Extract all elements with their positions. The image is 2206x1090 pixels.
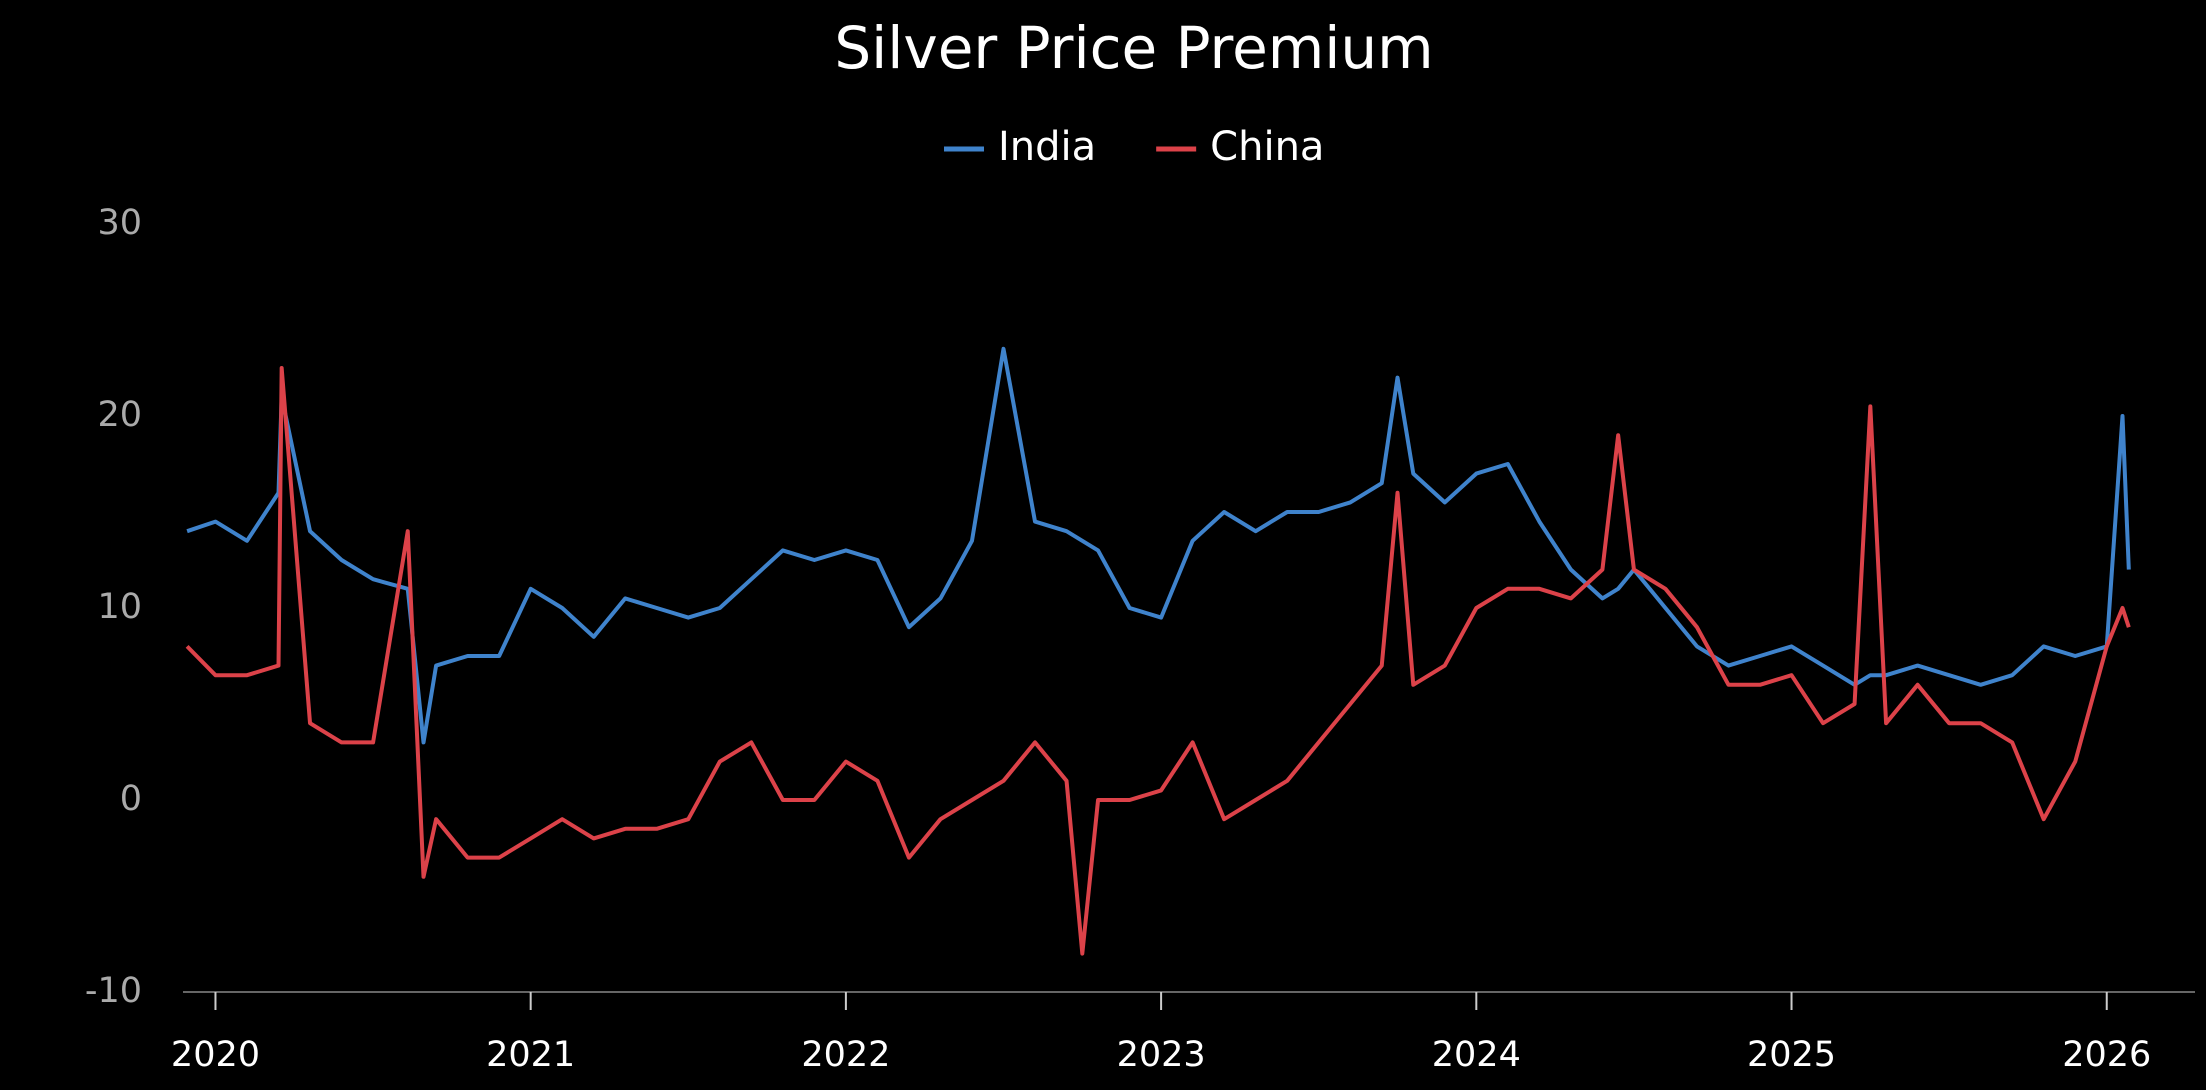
x-tick-label: 2026	[2062, 1035, 2151, 1075]
x-tick-label: 2025	[1747, 1035, 1836, 1075]
series-line	[186, 346, 2131, 745]
y-tick-label: 10	[97, 587, 142, 627]
y-tick-label: -10	[85, 971, 142, 1011]
legend-label: China	[1210, 124, 1324, 170]
x-tick-label: 2020	[171, 1035, 260, 1075]
x-tick-label: 2022	[801, 1035, 890, 1075]
x-tick-label: 2021	[486, 1035, 575, 1075]
y-tick-label: 30	[97, 203, 142, 243]
y-tick-label: 20	[97, 395, 142, 435]
series-line	[185, 366, 2131, 956]
legend-label: India	[998, 124, 1096, 170]
x-tick-label: 2024	[1432, 1035, 1521, 1075]
chart-title: Silver Price Premium	[834, 14, 1433, 82]
x-tick-label: 2023	[1117, 1035, 1206, 1075]
y-tick-label: 0	[120, 779, 142, 819]
